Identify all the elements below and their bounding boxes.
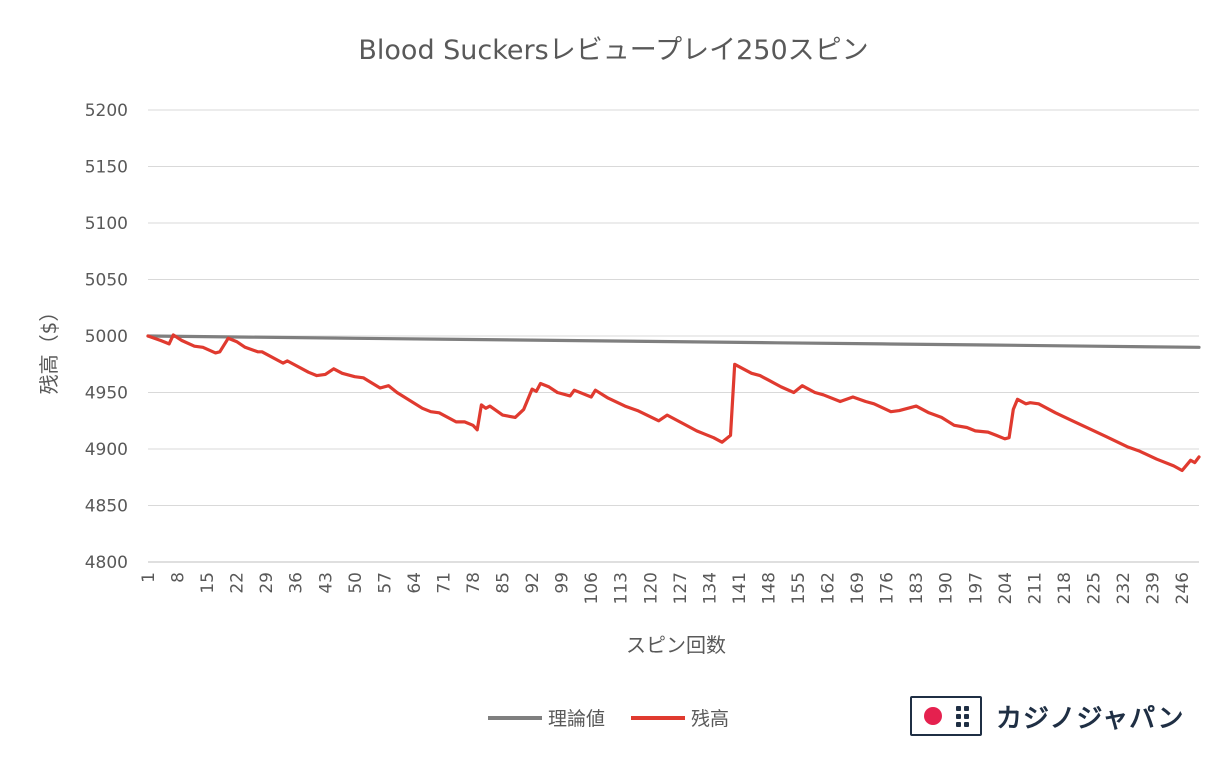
y-tick-label: 5050 <box>85 271 128 291</box>
x-tick-label: 120 <box>641 572 661 604</box>
x-tick-label: 43 <box>316 572 336 594</box>
y-tick-label: 4800 <box>85 553 128 573</box>
x-tick-label: 155 <box>789 572 809 604</box>
legend: 理論値 残高 <box>488 704 729 731</box>
logo-red-dot-icon <box>924 707 942 725</box>
y-tick-labels: 4800 4850 4900 4950 5000 5050 5100 5150 5200 <box>85 101 128 573</box>
x-tick-labels: 1 8 15 22 29 36 43 50 57 64 71 78 85 92 99 106 113 120 127… <box>139 572 1193 604</box>
x-tick-label: 225 <box>1084 572 1104 604</box>
x-tick-label: 85 <box>494 572 514 594</box>
y-tick-label: 5200 <box>85 101 128 121</box>
x-tick-label: 78 <box>464 572 484 594</box>
y-axis-title: 残高（$） <box>37 302 61 395</box>
logo-text: カジノジャパン <box>996 703 1185 734</box>
x-tick-label: 134 <box>700 572 720 604</box>
y-tick-label: 5000 <box>85 327 128 347</box>
x-tick-label: 8 <box>169 572 189 583</box>
legend-item-balance: 残高 <box>631 704 729 731</box>
x-tick-label: 246 <box>1173 572 1193 604</box>
x-tick-label: 204 <box>996 572 1016 604</box>
x-tick-label: 71 <box>434 572 454 594</box>
x-tick-label: 1 <box>139 572 159 583</box>
x-tick-label: 15 <box>198 572 218 594</box>
x-tick-label: 183 <box>907 572 927 604</box>
y-tick-label: 4900 <box>85 440 128 460</box>
y-tick-label: 4850 <box>85 497 128 517</box>
x-tick-label: 141 <box>730 572 750 604</box>
legend-label-theory: 理論値 <box>548 708 606 730</box>
x-tick-label: 218 <box>1055 572 1075 604</box>
x-tick-label: 162 <box>819 572 839 604</box>
legend-item-theory: 理論値 <box>488 704 605 731</box>
x-tick-label: 127 <box>671 572 691 604</box>
x-tick-label: 239 <box>1144 572 1164 604</box>
casino-japan-logo: カジノジャパン <box>910 693 1210 739</box>
legend-swatch-theory <box>488 715 542 720</box>
legend-swatch-balance <box>631 715 686 720</box>
gridlines <box>148 109 1199 563</box>
x-tick-label: 29 <box>257 572 277 594</box>
x-tick-label: 197 <box>966 572 986 604</box>
x-tick-label: 169 <box>848 572 868 604</box>
series-balance-line <box>146 333 1201 473</box>
x-tick-label: 99 <box>553 572 573 594</box>
series-lines <box>146 333 1201 473</box>
chart-title: Blood Suckersレビュープレイ250スピン <box>358 35 869 66</box>
x-tick-label: 64 <box>405 572 425 594</box>
x-tick-label: 57 <box>375 572 395 594</box>
legend-label-balance: 残高 <box>691 708 730 730</box>
x-tick-label: 92 <box>523 572 543 594</box>
y-tick-label: 4950 <box>85 384 128 404</box>
logo-dots-icon <box>956 706 976 727</box>
x-tick-label: 232 <box>1114 572 1134 604</box>
x-tick-label: 22 <box>228 572 248 594</box>
x-tick-label: 113 <box>612 572 632 604</box>
x-axis-title: スピン回数 <box>626 633 726 657</box>
x-tick-label: 36 <box>287 572 307 594</box>
series-theory-line <box>146 334 1201 349</box>
x-tick-label: 50 <box>346 572 366 594</box>
logo-mark-icon <box>910 696 982 736</box>
y-tick-label: 5150 <box>85 158 128 178</box>
y-tick-label: 5100 <box>85 214 128 234</box>
x-tick-label: 148 <box>759 572 779 604</box>
x-tick-label: 190 <box>937 572 957 604</box>
x-tick-label: 106 <box>582 572 602 604</box>
x-tick-label: 211 <box>1025 572 1045 604</box>
x-tick-label: 176 <box>878 572 898 604</box>
